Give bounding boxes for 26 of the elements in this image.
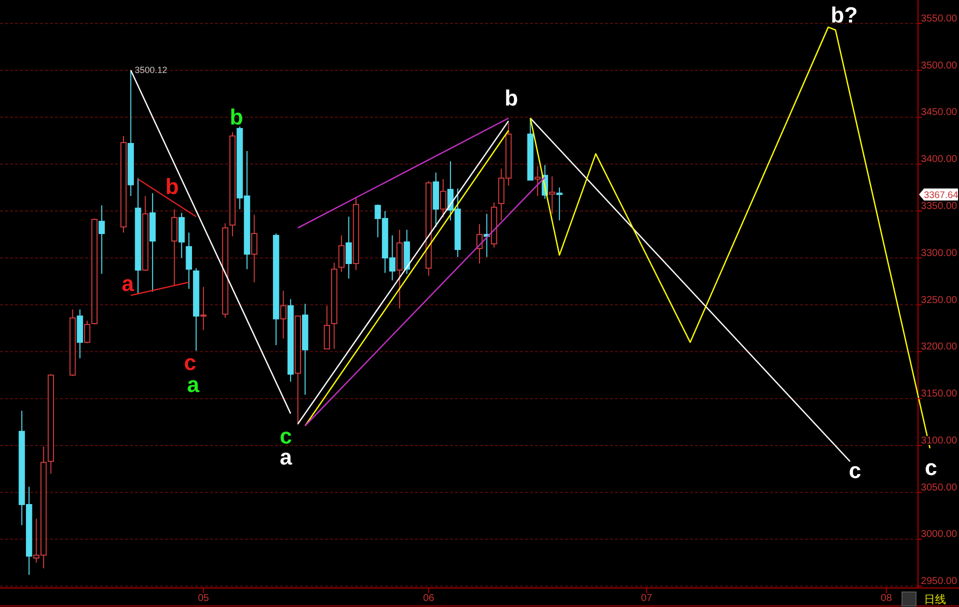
x-tick-label: 08 bbox=[880, 593, 892, 604]
x-tick-label: 07 bbox=[641, 593, 653, 604]
y-tick-label: 3250.00 bbox=[920, 294, 958, 306]
y-tick-label: 3150.00 bbox=[920, 388, 958, 400]
annotation: a bbox=[122, 270, 135, 296]
annotation: 3367.64 bbox=[924, 190, 958, 201]
annotation: b bbox=[504, 86, 518, 111]
annotation: b bbox=[165, 174, 179, 200]
y-tick-label: 3500.00 bbox=[920, 60, 958, 72]
y-tick-label: 2950.00 bbox=[920, 576, 958, 588]
annotation: 3500.12 bbox=[134, 65, 168, 76]
text: 日线 bbox=[924, 593, 946, 606]
x-tick-label: 05 bbox=[198, 593, 210, 604]
x-tick-label: 06 bbox=[423, 593, 435, 604]
y-tick-label: 3550.00 bbox=[920, 13, 958, 24]
annotation: c bbox=[924, 454, 938, 480]
y-tick-label: 3450.00 bbox=[920, 107, 958, 118]
y-tick-label: 3200.00 bbox=[920, 342, 958, 353]
y-tick-label: 3050.00 bbox=[920, 482, 958, 494]
y-tick-label: 3000.00 bbox=[920, 529, 958, 540]
annotation: b? bbox=[830, 2, 858, 28]
y-tick-label: 3300.00 bbox=[920, 248, 958, 259]
annotation: b bbox=[230, 104, 244, 130]
y-tick-label: 3400.00 bbox=[920, 154, 958, 166]
y-tick-label: 3350.00 bbox=[920, 201, 958, 212]
annotation: c bbox=[848, 458, 862, 483]
